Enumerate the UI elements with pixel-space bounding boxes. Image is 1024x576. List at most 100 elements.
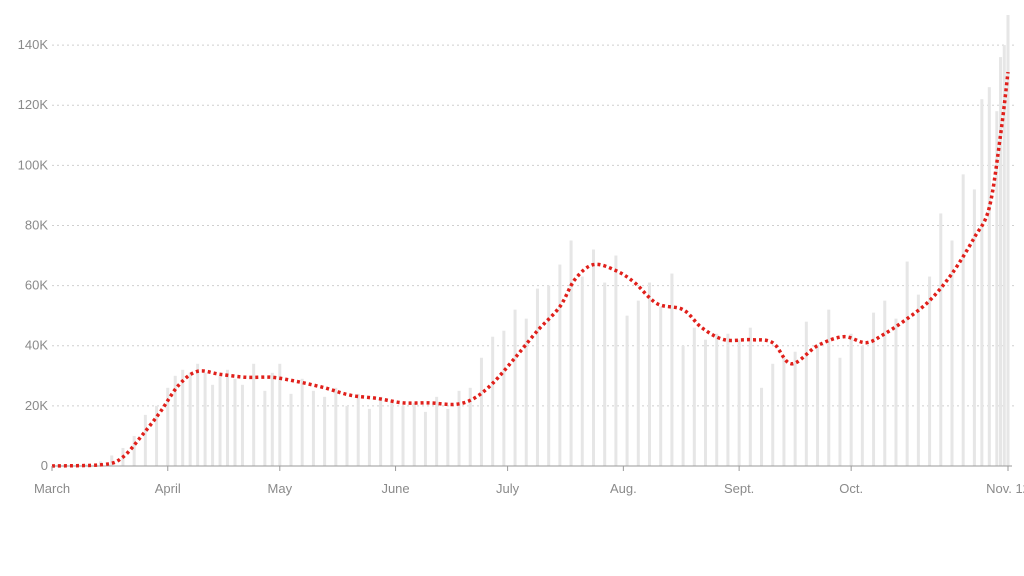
bar <box>980 99 984 466</box>
bar <box>479 357 483 466</box>
bar <box>961 174 965 466</box>
bar <box>860 345 864 466</box>
bar <box>625 315 629 466</box>
bar <box>468 387 472 466</box>
bar <box>558 264 562 466</box>
bar <box>390 399 394 466</box>
y-tick-label: 0 <box>41 458 48 473</box>
x-tick-label: Nov. 12 <box>986 481 1024 496</box>
bar <box>670 273 674 466</box>
bar <box>196 363 200 466</box>
bar <box>760 387 764 466</box>
bar <box>166 387 170 466</box>
bar <box>648 282 651 466</box>
bar <box>457 390 461 466</box>
average-line-group <box>51 71 1010 468</box>
bar <box>143 414 147 466</box>
bar <box>692 327 696 466</box>
bar <box>580 276 584 466</box>
y-tick-label: 20K <box>25 398 48 413</box>
average-line <box>51 71 1010 468</box>
bar <box>240 384 244 466</box>
bar <box>636 300 640 466</box>
bar <box>423 411 427 466</box>
y-tick-label: 80K <box>25 217 48 232</box>
bar <box>603 282 607 466</box>
bar <box>995 111 999 467</box>
y-tick-label: 140K <box>18 37 49 52</box>
x-tick-label: June <box>381 481 409 496</box>
bar <box>849 333 853 466</box>
bar <box>715 333 719 466</box>
bar <box>491 336 495 466</box>
bar <box>793 351 797 466</box>
bar <box>278 363 282 466</box>
bar <box>173 375 177 466</box>
x-axis-labels: March April May June July Aug. Sept. Oct. Nov. 1… <box>34 466 1024 496</box>
bar <box>928 276 932 466</box>
bar <box>289 393 293 466</box>
bar <box>1002 45 1006 467</box>
bar <box>569 240 573 466</box>
x-tick-label: Sept. <box>724 481 754 496</box>
bar <box>203 372 207 466</box>
bar <box>872 312 876 466</box>
bar <box>188 372 192 466</box>
bar <box>323 396 327 466</box>
x-tick-label: July <box>496 481 520 496</box>
bar <box>681 345 685 466</box>
bar <box>233 378 237 466</box>
y-tick-label: 60K <box>25 278 48 293</box>
x-tick-label: April <box>155 481 181 496</box>
bar <box>748 327 752 466</box>
bar <box>300 378 304 466</box>
bar <box>334 387 338 466</box>
bar <box>950 240 954 466</box>
x-tick-label: Oct. <box>839 481 863 496</box>
bar <box>412 402 416 466</box>
x-tick-label: March <box>34 481 70 496</box>
bar <box>939 213 943 466</box>
bar <box>502 330 506 466</box>
bar <box>270 372 274 466</box>
bar <box>591 249 595 466</box>
bar <box>737 339 741 466</box>
bar <box>547 285 551 466</box>
bar <box>218 375 222 466</box>
bar <box>535 288 539 466</box>
y-tick-label: 40K <box>25 338 48 353</box>
bar <box>999 57 1003 467</box>
bar <box>804 321 808 466</box>
bar <box>972 189 976 467</box>
bar <box>883 300 887 466</box>
bar <box>1006 15 1010 466</box>
y-tick-label: 100K <box>18 157 49 172</box>
bar <box>181 369 185 466</box>
bar <box>345 405 349 466</box>
bar <box>704 339 708 466</box>
bar <box>614 255 618 466</box>
bar <box>513 309 517 466</box>
x-tick-label: Aug. <box>610 481 637 496</box>
bar <box>916 294 920 466</box>
daily-bars <box>65 15 1010 467</box>
bar <box>782 357 786 466</box>
bar <box>771 363 775 466</box>
bar <box>84 464 88 466</box>
bar <box>252 363 256 466</box>
bar <box>827 309 831 466</box>
bar <box>311 390 315 466</box>
bar <box>905 261 909 466</box>
bar <box>110 455 114 466</box>
bar <box>816 345 820 466</box>
bar <box>379 396 383 466</box>
bar <box>524 318 528 466</box>
bar <box>987 87 991 466</box>
x-tick-label: May <box>268 481 293 496</box>
bar <box>263 390 267 466</box>
bar <box>356 393 360 466</box>
bar <box>211 384 215 466</box>
bar <box>446 408 450 466</box>
y-axis-labels: 0 20K 40K 60K 80K 100K 120K 140K <box>18 37 49 473</box>
